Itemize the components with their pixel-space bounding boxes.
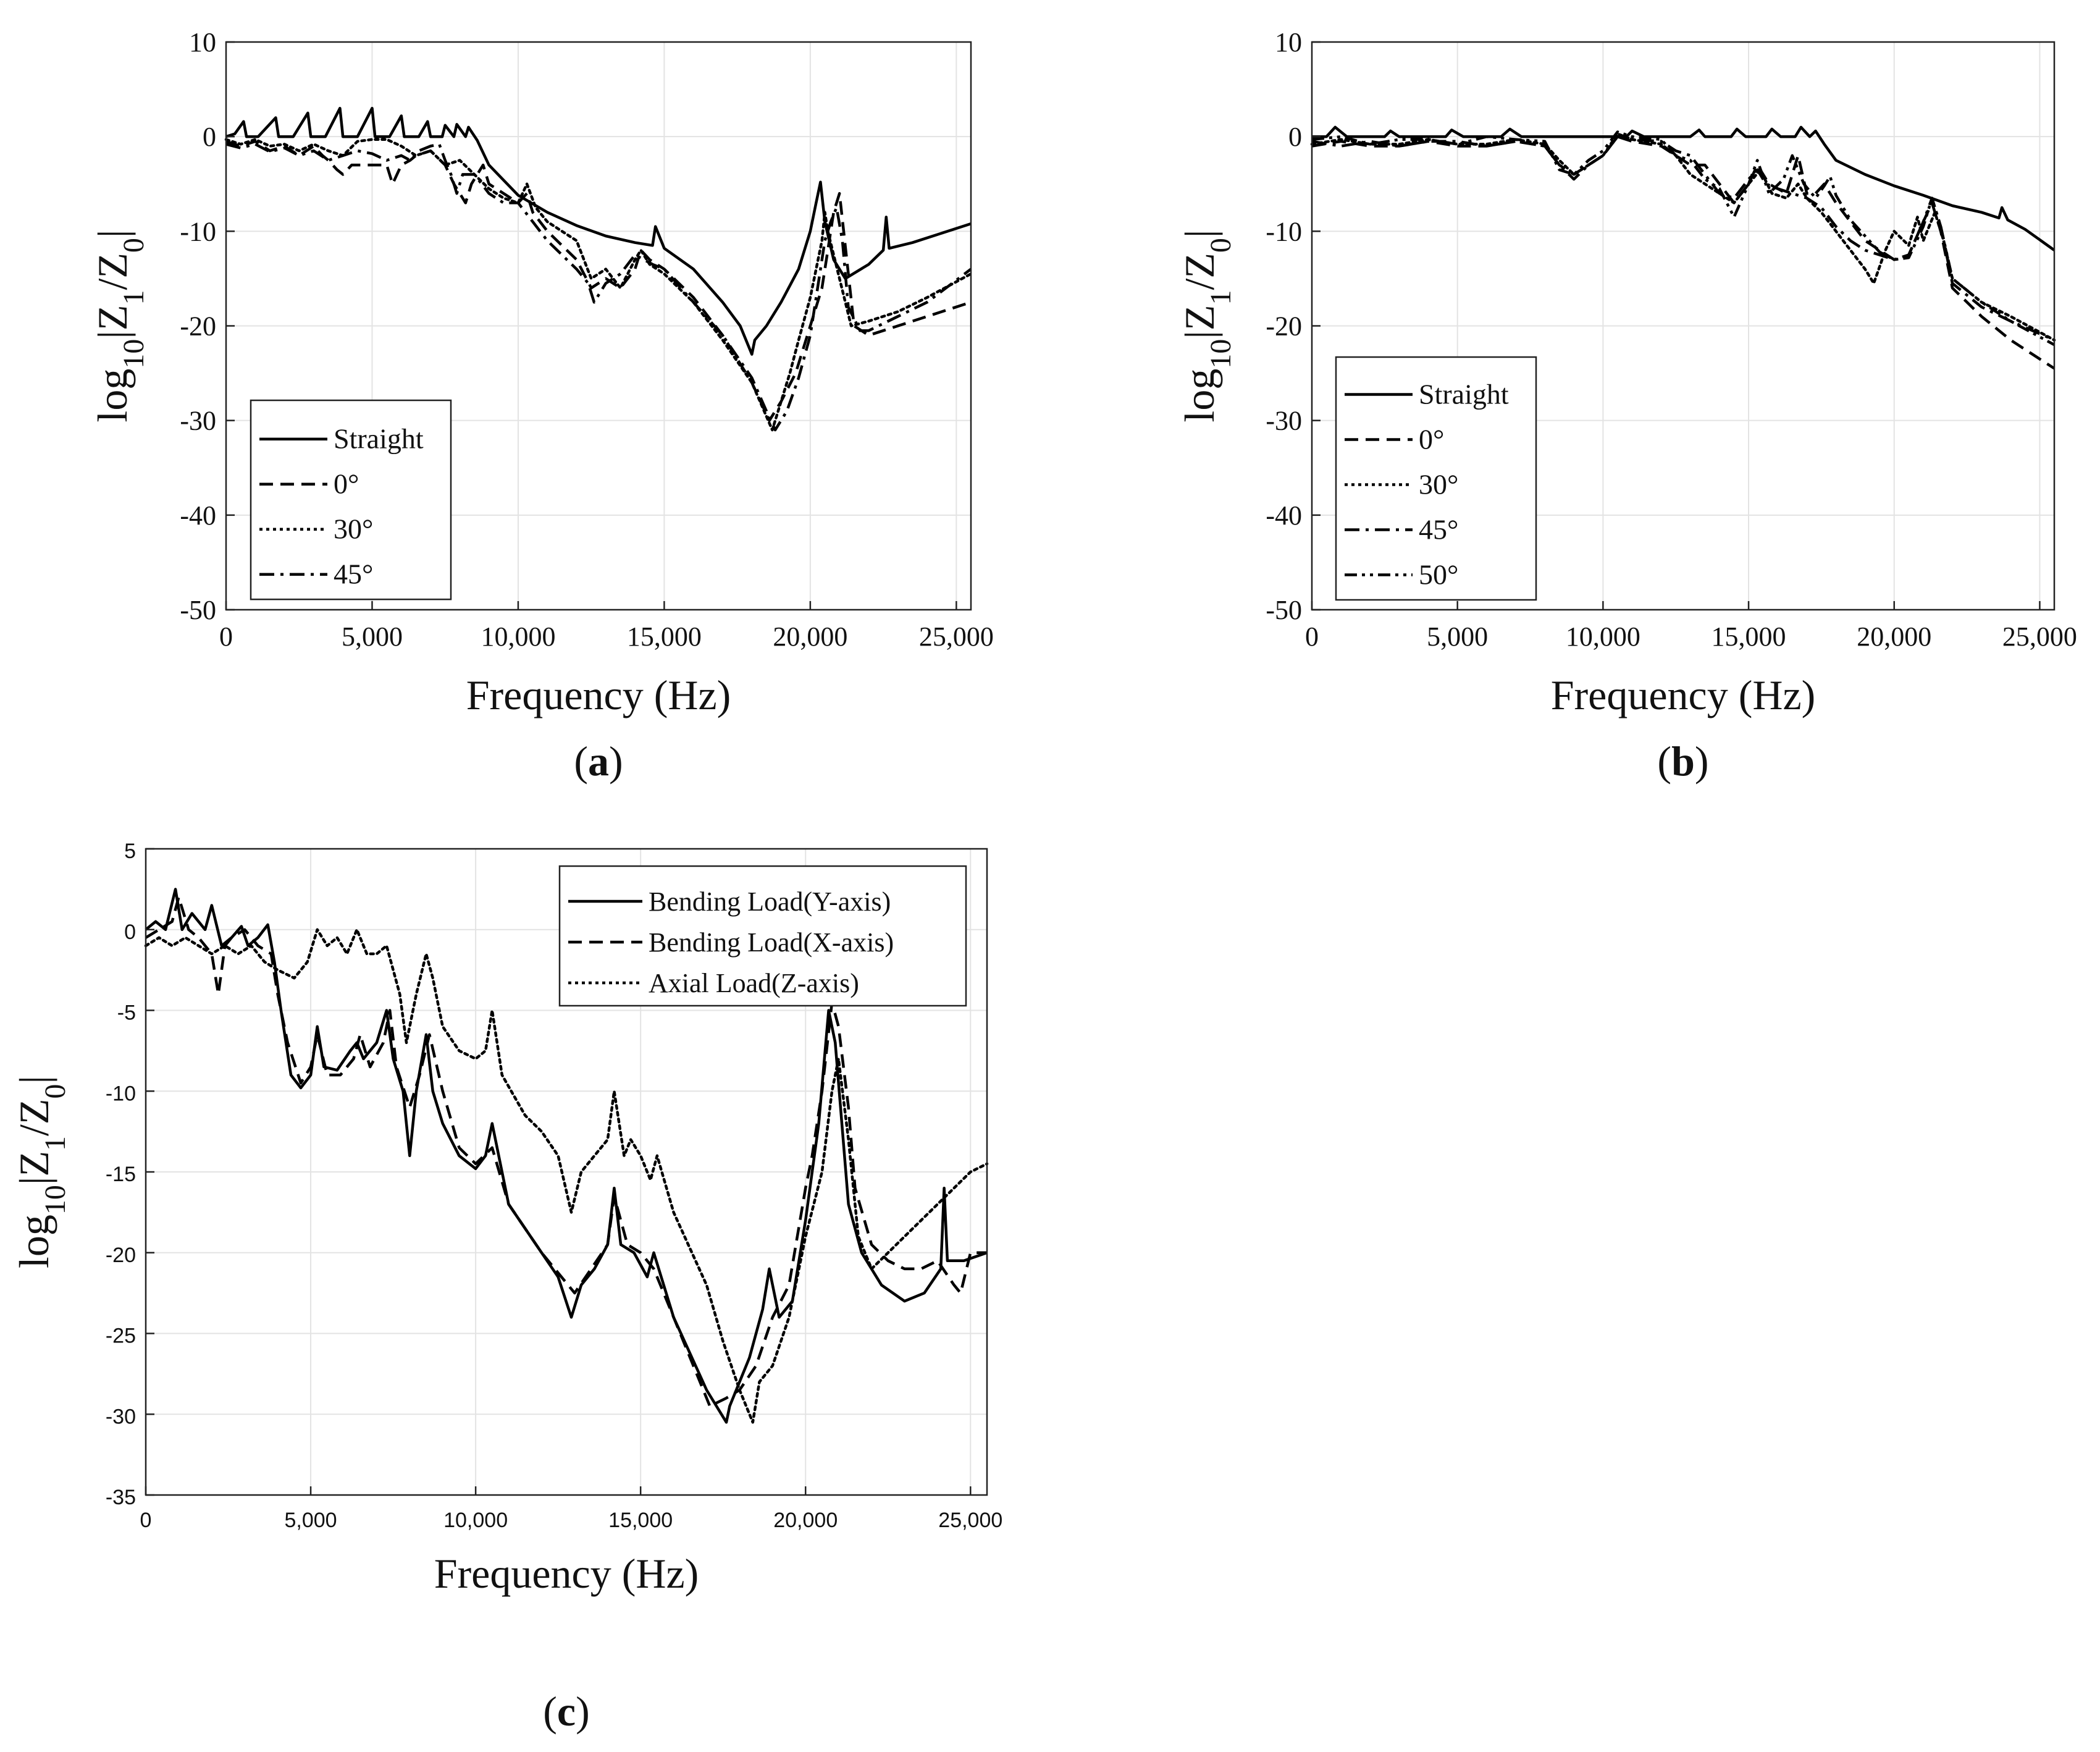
panel-b: 0 5,000 10,000 15,000 20,000 25,000 -50 -40 -30… (1176, 27, 2077, 785)
panel-a-x-tick-label: 20,000 (773, 621, 847, 652)
panel-b-y-tick-label: 10 (1275, 27, 1302, 57)
panel-a-x-ticks: 0 5,000 10,000 15,000 20,000 25,000 (219, 601, 994, 652)
panel-b-x-tick-label: 5,000 (1427, 621, 1488, 652)
panel-c-legend-box (558, 865, 967, 1007)
panel-a: 0 5,000 10,000 15,000 20,000 25,000 -50 -40 -30… (89, 27, 994, 785)
panel-a-x-tick-label: 0 (219, 621, 233, 652)
panel-a-label: (a) (574, 738, 623, 785)
panel-c-x-tick-label: 0 (140, 1509, 152, 1532)
panel-c-y-tick-label: 0 (124, 920, 136, 944)
panel-b-y-tick-label: -20 (1266, 311, 1302, 342)
panel-b-y-tick-label: 0 (1288, 122, 1302, 152)
panel-b-y-tick-label: -50 (1266, 595, 1302, 625)
panel-c-legend: Bending Load(Y-axis) Bending Load(X-axis)… (558, 865, 967, 1007)
panel-b-plot-area (1310, 125, 2056, 370)
panel-c-x-tick-label: 20,000 (773, 1509, 838, 1532)
panel-b-series-3 (1311, 135, 2055, 342)
panel-b-y-ticks: -50 -40 -30 -20 -10 0 10 (1266, 27, 1321, 625)
panel-c-y-tick-label: -5 (117, 1001, 136, 1025)
panel-b-x-tick-label: 25,000 (2002, 621, 2077, 652)
panel-c-y-ticks: -35 -30 -25 -20 -15 -10 -5 0 5 (106, 840, 154, 1509)
panel-c-series-2 (144, 928, 989, 1424)
panel-b-x-tick-label: 0 (1305, 621, 1319, 652)
panel-a-y-tick-label: -30 (180, 406, 216, 436)
panel-c-x-tick-label: 25,000 (938, 1509, 1002, 1532)
panel-a-y-tick-label: 0 (203, 122, 216, 152)
panel-a-legend-label: Straight (334, 423, 424, 455)
panel-b-x-ticks: 0 5,000 10,000 15,000 20,000 25,000 (1305, 601, 2077, 652)
panel-c-y-tick-label: -20 (106, 1244, 136, 1267)
panel-a-x-axis-title: Frequency (Hz) (466, 672, 731, 718)
panel-a-y-axis-title: log10|Z1/Z0| (89, 229, 150, 422)
panel-c-plot-area (144, 888, 989, 1424)
panel-c-series-1 (145, 896, 987, 1408)
panel-c: 0 5,000 10,000 15,000 20,000 25,000 -35 -30 -25… (10, 840, 1002, 1735)
panel-c-x-tick-label: 5,000 (285, 1509, 337, 1532)
panel-a-legend-label: 30° (334, 513, 373, 545)
panel-a-x-tick-label: 15,000 (627, 621, 702, 652)
panel-a-legend-box (250, 399, 452, 600)
panel-c-y-tick-label: -30 (106, 1405, 136, 1428)
panel-b-series-1 (1311, 135, 2056, 370)
panel-a-y-ticks: -50 -40 -30 -20 -10 0 10 (180, 27, 235, 625)
panel-b-series-0 (1312, 125, 2056, 251)
panel-b-legend-label: 0° (1419, 424, 1444, 455)
panel-a-legend-label: 45° (334, 558, 373, 590)
panel-b-y-axis-title: log10|Z1/Z0| (1176, 229, 1237, 422)
panel-a-x-tick-label: 25,000 (919, 621, 994, 652)
panel-c-legend-label: Bending Load(Y-axis) (649, 887, 891, 917)
panel-b-y-tick-label: -30 (1266, 406, 1302, 436)
panel-b-x-tick-label: 10,000 (1566, 621, 1640, 652)
panel-b-x-tick-label: 20,000 (1857, 621, 1931, 652)
panel-b-legend-label: 50° (1419, 559, 1458, 591)
panel-a-legend: Straight 0° 30° 45° (250, 399, 452, 600)
panel-b-x-tick-label: 15,000 (1712, 621, 1786, 652)
panel-c-legend-label: Axial Load(Z-axis) (649, 968, 859, 998)
panel-a-y-tick-label: -50 (180, 595, 216, 625)
panel-c-y-axis-title: log10|Z1/Z0| (10, 1076, 72, 1268)
panel-c-y-tick-label: -35 (106, 1486, 136, 1509)
panel-a-series-3 (225, 143, 972, 432)
panel-c-x-tick-label: 15,000 (608, 1509, 673, 1532)
panel-a-y-tick-label: -20 (180, 311, 216, 342)
panel-c-label: (c) (543, 1688, 590, 1735)
panel-b-legend-label: Straight (1419, 379, 1509, 410)
panel-b-legend: Straight 0° 30° 45° 50° (1335, 356, 1537, 601)
panel-a-series-0 (225, 106, 972, 356)
panel-b-x-axis-title: Frequency (Hz) (1551, 672, 1816, 718)
panel-c-series-0 (145, 888, 988, 1424)
panel-c-y-tick-label: -10 (106, 1082, 136, 1105)
panel-c-legend-label: Bending Load(X-axis) (649, 927, 894, 958)
panel-b-legend-label: 30° (1419, 469, 1458, 500)
panel-c-x-tick-label: 10,000 (443, 1509, 508, 1532)
panel-c-x-axis-title: Frequency (Hz) (434, 1550, 699, 1597)
panel-b-y-tick-label: -10 (1266, 216, 1302, 246)
panel-b-series-4 (1311, 130, 2056, 347)
panel-a-y-tick-label: -10 (180, 216, 216, 246)
panel-a-x-tick-label: 10,000 (481, 621, 555, 652)
panel-b-legend-box (1335, 356, 1537, 601)
panel-a-legend-label: 0° (334, 468, 359, 500)
panel-b-label: (b) (1657, 738, 1708, 785)
panel-a-y-tick-label: -40 (180, 500, 216, 531)
panel-a-y-tick-label: 10 (189, 27, 216, 57)
panel-c-y-tick-label: -25 (106, 1325, 136, 1348)
panel-b-legend-label: 45° (1419, 514, 1458, 545)
panel-c-x-ticks: 0 5,000 10,000 15,000 20,000 25,000 (140, 1486, 1002, 1532)
panel-b-y-tick-label: -40 (1266, 500, 1302, 531)
panel-a-series-1 (225, 140, 972, 422)
panel-c-y-tick-label: -15 (106, 1163, 136, 1186)
panel-a-plot-area (224, 106, 973, 432)
panel-a-x-tick-label: 5,000 (342, 621, 403, 652)
panel-c-y-tick-label: 5 (124, 840, 136, 863)
